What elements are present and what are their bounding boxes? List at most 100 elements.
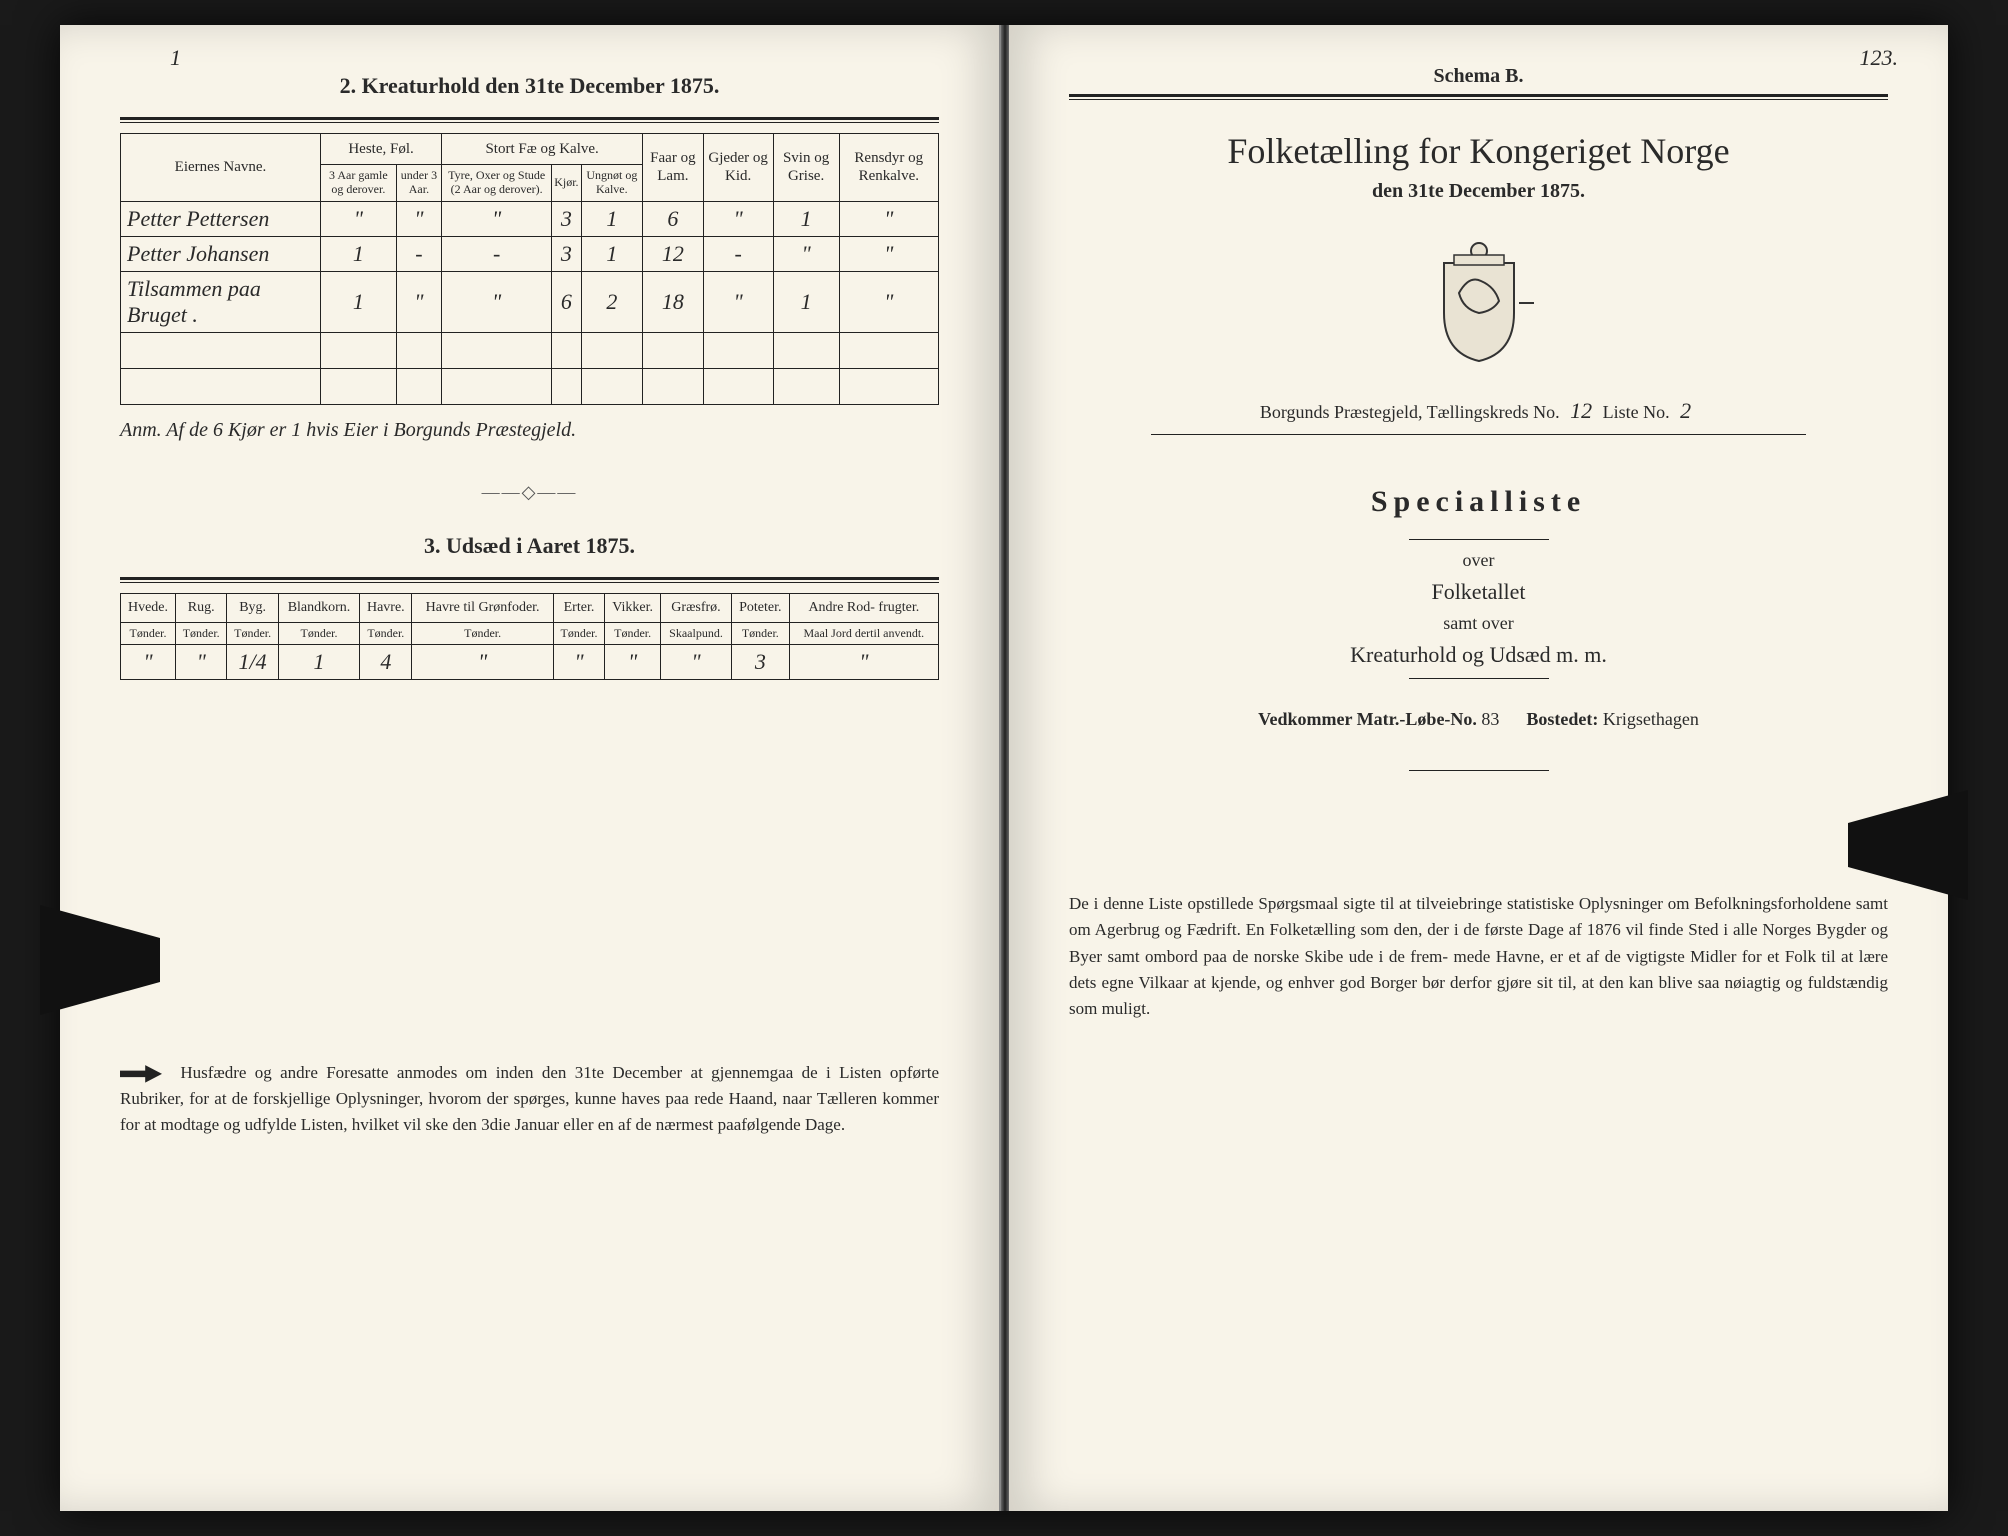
unit-header: Tønder. — [175, 623, 226, 644]
cell — [396, 332, 441, 368]
bosted-label: Bostedet: — [1526, 709, 1598, 729]
cell: " — [839, 236, 938, 271]
col-header: Rug. — [175, 593, 226, 623]
unit-header: Tønder. — [553, 623, 604, 644]
cell: 3 — [552, 201, 581, 236]
cell: Petter Pettersen — [121, 201, 321, 236]
table-row — [121, 332, 939, 368]
unit-header: Tønder. — [121, 623, 176, 644]
liste-label: Liste No. — [1603, 402, 1670, 422]
cell — [643, 368, 704, 404]
cell — [552, 332, 581, 368]
udsaed-table: Hvede.Rug.Byg.Blandkorn.Havre.Havre til … — [120, 593, 939, 680]
cell: " — [121, 644, 176, 679]
rule — [1409, 539, 1549, 540]
unit-header: Tønder. — [360, 623, 412, 644]
col-header: Vikker. — [605, 593, 661, 623]
cell — [839, 332, 938, 368]
cell: " — [396, 201, 441, 236]
cell: " — [396, 271, 441, 332]
col-heste: Heste, Føl. — [321, 134, 442, 165]
cell: 4 — [360, 644, 412, 679]
col-header: Andre Rod- frugter. — [789, 593, 938, 623]
col-header: Havre. — [360, 593, 412, 623]
rule — [1409, 678, 1549, 679]
cell: " — [175, 644, 226, 679]
cell: " — [553, 644, 604, 679]
unit-header: Tønder. — [731, 623, 789, 644]
cell: " — [839, 201, 938, 236]
unit-header: Skaalpund. — [661, 623, 732, 644]
col-header: Poteter. — [731, 593, 789, 623]
cell: " — [321, 201, 397, 236]
unit-header: Tønder. — [278, 623, 359, 644]
cell — [773, 368, 839, 404]
cell: 1 — [278, 644, 359, 679]
cell: 1 — [321, 236, 397, 271]
table-row — [121, 368, 939, 404]
cell: 1 — [321, 271, 397, 332]
over-label: over — [1069, 550, 1888, 571]
kreatur-note: Anm. Af de 6 Kjør er 1 hvis Eier i Borgu… — [120, 419, 939, 442]
cell — [581, 368, 643, 404]
sub-stor-a: Tyre, Oxer og Stude (2 Aar og derover). — [442, 165, 552, 202]
listeno: 2 — [1674, 398, 1697, 423]
col-storfae: Stort Fæ og Kalve. — [442, 134, 643, 165]
unit-header: Tønder. — [412, 623, 553, 644]
main-title: Folketælling for Kongeriget Norge — [1069, 130, 1888, 172]
rule — [1409, 770, 1549, 771]
table-row: Petter Pettersen"""316"1" — [121, 201, 939, 236]
cell — [552, 368, 581, 404]
vedkom-label: Vedkommer Matr.-Løbe-No. — [1258, 709, 1477, 729]
cell: " — [773, 236, 839, 271]
unit-header: Tønder. — [605, 623, 661, 644]
cell: 1 — [581, 201, 643, 236]
cell: " — [703, 271, 773, 332]
cell: 1 — [773, 201, 839, 236]
col-header: Byg. — [227, 593, 278, 623]
cell: 3 — [731, 644, 789, 679]
cell: - — [396, 236, 441, 271]
cell: " — [412, 644, 553, 679]
cell — [321, 332, 397, 368]
cell: 1 — [581, 236, 643, 271]
specialliste-title: Specialliste — [1069, 485, 1888, 519]
schema-label: Schema B. — [1069, 65, 1888, 88]
cell — [396, 368, 441, 404]
right-page: 123. Schema B. Folketælling for Kongerig… — [1009, 25, 1948, 1511]
cell — [321, 368, 397, 404]
cell: 1/4 — [227, 644, 278, 679]
col-header: Havre til Grønfoder. — [412, 593, 553, 623]
pointing-hand-icon — [120, 1063, 162, 1085]
ornament: ——◇—— — [120, 482, 939, 503]
cell: " — [703, 201, 773, 236]
col-header: Græsfrø. — [661, 593, 732, 623]
cell — [703, 368, 773, 404]
bosted: Krigsethagen — [1603, 709, 1699, 729]
unit-header: Maal Jord dertil anvendt. — [789, 623, 938, 644]
col-gjeder: Gjeder og Kid. — [703, 134, 773, 202]
col-faar: Faar og Lam. — [643, 134, 704, 202]
page-number-left: 1 — [170, 45, 181, 71]
cell: 6 — [552, 271, 581, 332]
rule — [120, 117, 939, 123]
col-owner: Eiernes Navne. — [121, 134, 321, 202]
cell: " — [442, 271, 552, 332]
rule — [1151, 434, 1806, 435]
kredsno: 12 — [1564, 398, 1598, 423]
left-page: 1 2. Kreaturhold den 31te December 1875.… — [60, 25, 1001, 1511]
sub-stor-b: Kjør. — [552, 165, 581, 202]
cell: - — [442, 236, 552, 271]
matrno: 83 — [1481, 709, 1499, 729]
date-line: den 31te December 1875. — [1069, 180, 1888, 203]
cell — [121, 368, 321, 404]
sub-stor-c: Ungnøt og Kalve. — [581, 165, 643, 202]
unit-header: Tønder. — [227, 623, 278, 644]
cell — [839, 368, 938, 404]
cell: 12 — [643, 236, 704, 271]
table-row: Tilsammen paa Bruget .1""6218"1" — [121, 271, 939, 332]
rule — [120, 577, 939, 583]
cell: " — [605, 644, 661, 679]
col-header: Blandkorn. — [278, 593, 359, 623]
cell: " — [442, 201, 552, 236]
